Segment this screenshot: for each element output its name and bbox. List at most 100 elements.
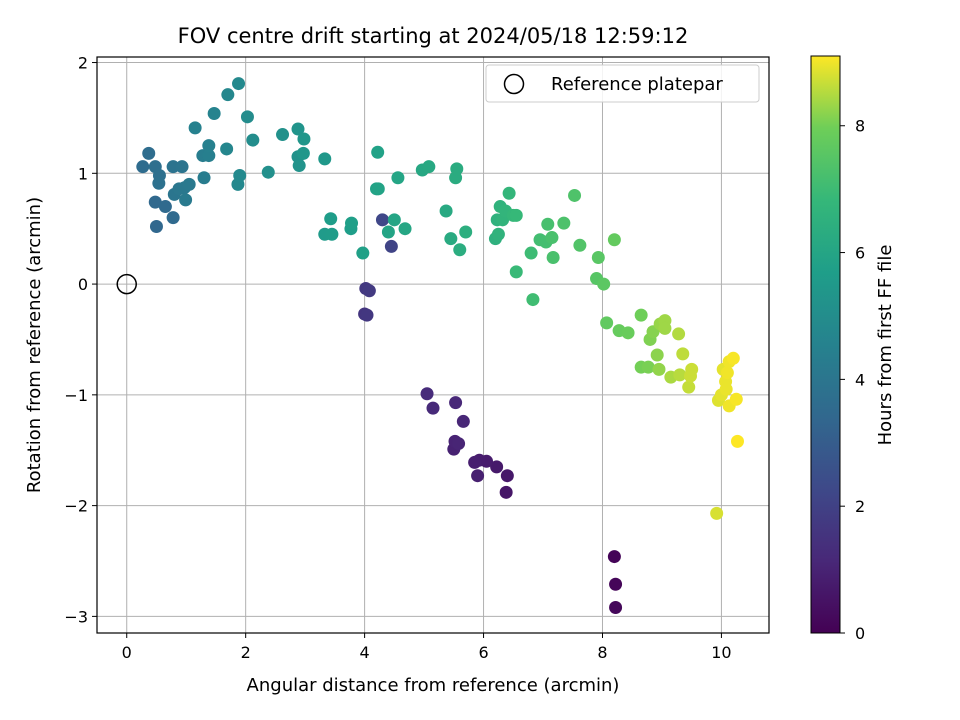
scatter-point — [597, 277, 611, 291]
x-tick-label: 0 — [122, 643, 132, 662]
scatter-point — [499, 485, 513, 499]
scatter-point — [456, 414, 470, 428]
scatter-point — [652, 362, 666, 376]
scatter-point — [471, 469, 485, 483]
scatter-point — [573, 238, 587, 252]
scatter-point — [398, 222, 412, 236]
x-tick-label: 8 — [597, 643, 607, 662]
scatter-point — [197, 171, 211, 185]
scatter-point — [568, 188, 582, 202]
x-tick-label: 10 — [711, 643, 731, 662]
chart-title: FOV centre drift starting at 2024/05/18 … — [178, 24, 689, 48]
x-tick-label: 2 — [241, 643, 251, 662]
scatter-point — [371, 182, 385, 196]
scatter-point — [188, 121, 202, 135]
legend-label: Reference platepar — [551, 74, 723, 95]
scatter-point — [621, 326, 635, 340]
scatter-point — [502, 186, 516, 200]
scatter-point — [444, 232, 458, 246]
x-tick-label: 6 — [478, 643, 488, 662]
scatter-point — [658, 321, 672, 335]
scatter-point — [221, 88, 235, 102]
scatter-point — [719, 382, 733, 396]
scatter-point — [673, 368, 687, 382]
scatter-point — [634, 308, 648, 322]
legend-marker-icon — [503, 73, 525, 95]
scatter-point — [182, 177, 196, 191]
scatter-point — [261, 165, 275, 179]
x-axis-label: Angular distance from reference (arcmin) — [247, 675, 620, 696]
scatter-point — [166, 160, 180, 174]
scatter-point — [720, 366, 734, 380]
scatter-point — [360, 308, 374, 322]
scatter-point — [142, 146, 156, 160]
scatter-point — [468, 455, 482, 469]
scatter-point — [526, 293, 540, 307]
legend: Reference platepar — [485, 64, 760, 103]
y-axis-ticks: −3 −2 −1 0 1 2 — [64, 54, 97, 626]
y-tick-label: 2 — [78, 54, 88, 73]
scatter-point — [296, 146, 310, 160]
scatter-point — [232, 77, 246, 91]
scatter-point — [453, 243, 467, 257]
scatter-point — [325, 227, 339, 241]
scatter-point — [541, 217, 555, 231]
scatter-point — [371, 145, 385, 159]
colorbar-label: Hours from first FF file — [875, 245, 896, 446]
scatter-point — [202, 139, 216, 153]
scatter-point — [729, 392, 743, 406]
scatter-point — [220, 142, 234, 156]
scatter-point — [318, 152, 332, 166]
scatter-point — [641, 360, 655, 374]
scatter-point — [375, 213, 389, 227]
scatter-point — [149, 219, 163, 233]
scatter-point — [672, 327, 686, 341]
scatter-point — [292, 159, 306, 173]
y-tick-label: −2 — [64, 497, 88, 516]
scatter-point — [650, 348, 664, 362]
scatter-point — [557, 216, 571, 230]
scatter-point — [607, 550, 621, 564]
colorbar-tick-label: 8 — [855, 117, 865, 136]
scatter-point — [452, 437, 466, 451]
scatter-point — [202, 149, 216, 163]
scatter-point — [291, 122, 305, 136]
grid — [97, 57, 769, 633]
scatter-point — [509, 208, 523, 222]
scatter-point — [710, 506, 724, 520]
scatter-point — [491, 227, 505, 241]
scatter-point — [450, 162, 464, 176]
y-tick-label: 1 — [78, 164, 88, 183]
scatter-point — [609, 601, 623, 615]
scatter-point — [152, 176, 166, 190]
colorbar-gradient — [810, 55, 841, 634]
scatter-point — [676, 347, 690, 361]
colorbar-ticks: 0 2 4 6 8 — [840, 117, 865, 643]
scatter-point — [500, 469, 514, 483]
x-tick-label: 4 — [360, 643, 370, 662]
colorbar: 0 2 4 6 8 Hours from first FF file — [810, 55, 896, 643]
scatter-point — [240, 110, 254, 124]
scatter-point — [345, 216, 359, 230]
scatter-point — [387, 213, 401, 227]
scatter-point — [356, 246, 370, 260]
scatter-point — [449, 396, 463, 410]
scatter-point — [439, 204, 453, 218]
colorbar-tick-label: 6 — [855, 244, 865, 263]
colorbar-tick-label: 4 — [855, 370, 865, 389]
scatter-point — [509, 265, 523, 279]
scatter-point — [391, 171, 405, 185]
y-axis-label: Rotation from reference (arcmin) — [24, 197, 45, 493]
scatter-point — [422, 160, 436, 174]
scatter-point — [546, 250, 560, 264]
scatter-point — [607, 233, 621, 247]
scatter-point — [381, 225, 395, 239]
scatter-point — [384, 239, 398, 253]
scatter-point — [682, 380, 696, 394]
scatter-point — [166, 211, 180, 225]
scatter-point — [362, 284, 376, 298]
scatter-point — [591, 250, 605, 264]
scatter-point — [136, 160, 150, 174]
x-axis-ticks: 0 2 4 6 8 10 — [122, 633, 732, 662]
